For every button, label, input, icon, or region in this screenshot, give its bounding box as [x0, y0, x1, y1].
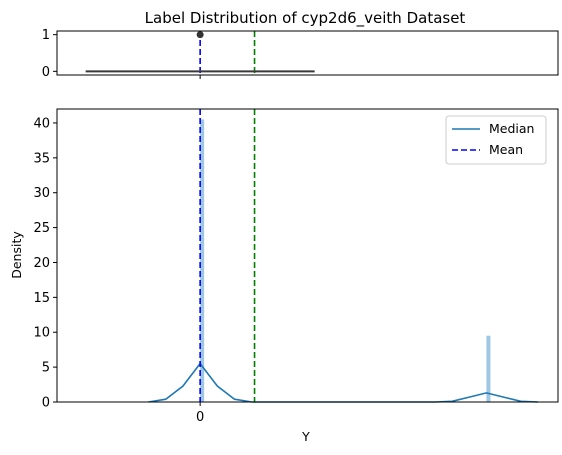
density-y-tick-label-7: 35: [33, 151, 50, 166]
box-y-tick-label-1: 1: [42, 28, 50, 43]
histogram-bar-0: [200, 119, 205, 402]
density-y-ticks: 0 5 10 15 20 25 30 35 40: [33, 116, 57, 411]
legend: Median Mean: [445, 115, 547, 165]
box-marks: [85, 31, 315, 79]
density-x-tick-label-0: 0: [196, 410, 204, 425]
histogram-bar-1: [486, 335, 491, 402]
density-panel: 0 5 10 15 20 25 30 35 40 0 Y Density: [9, 108, 559, 444]
density-y-tick-label-6: 30: [33, 186, 50, 201]
density-y-tick-label-2: 10: [33, 326, 50, 341]
density-y-tick-label-3: 15: [33, 291, 50, 306]
histogram-bars: [200, 119, 491, 402]
density-y-tick-label-5: 25: [33, 221, 50, 236]
density-y-tick-label-1: 5: [42, 361, 50, 376]
density-x-ticks: 0: [196, 402, 204, 425]
box-panel-frame: [56, 30, 559, 76]
density-y-tick-label-4: 20: [33, 256, 50, 271]
legend-mean-label: Mean: [489, 142, 523, 157]
x-axis-label: Y: [301, 429, 310, 444]
legend-frame: [445, 115, 547, 165]
kde-line: [148, 362, 539, 403]
density-panel-frame: [56, 108, 559, 403]
box-y-ticks: 01: [42, 28, 57, 80]
density-y-tick-label-0: 0: [42, 396, 50, 411]
box-outlier: [196, 31, 204, 39]
legend-median-label: Median: [489, 121, 534, 136]
box-y-tick-label-0: 0: [42, 65, 50, 80]
y-axis-label: Density: [9, 231, 24, 279]
box-plot-panel: 01: [42, 28, 559, 80]
chart-title: Label Distribution of cyp2d6_veith Datas…: [145, 9, 466, 28]
density-y-tick-label-8: 40: [33, 116, 50, 131]
